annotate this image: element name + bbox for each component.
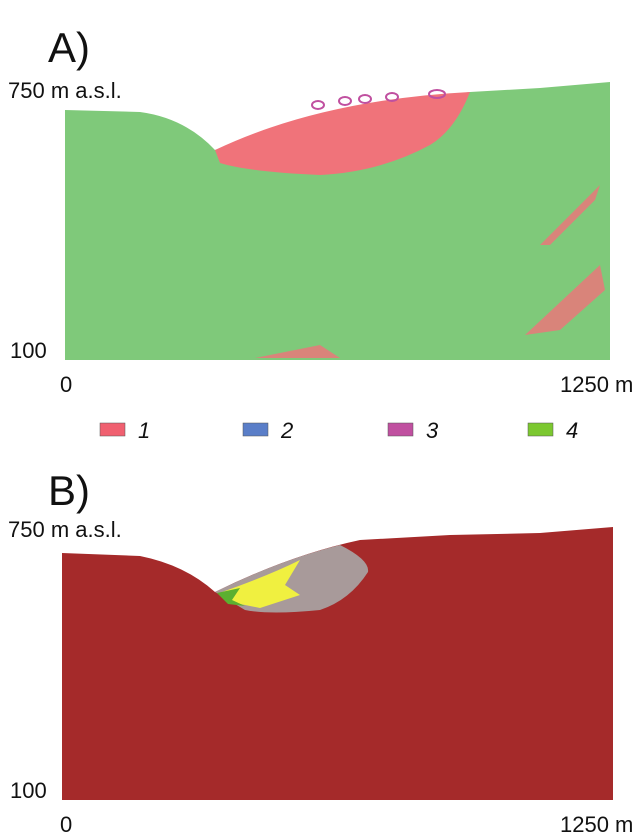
legend-label: 1 [138, 418, 150, 443]
slope-profile [62, 527, 613, 800]
y-bottom-label: 100 [10, 778, 47, 803]
panel-label: A) [48, 24, 90, 71]
y-bottom-label: 100 [10, 338, 47, 363]
legend-swatch [387, 422, 414, 437]
legend-label: 4 [566, 418, 578, 443]
legend-swatch [242, 422, 269, 437]
landslide-body [215, 92, 470, 175]
legend: 1 2 3 4 [99, 418, 578, 443]
legend-label: 3 [426, 418, 439, 443]
legend-swatch [527, 422, 554, 437]
legend-swatch [99, 422, 126, 437]
legend-label: 2 [280, 418, 293, 443]
slope-profile [65, 82, 610, 360]
y-top-label: 750 m a.s.l. [8, 78, 122, 103]
landslide-yellow [222, 560, 300, 608]
landslide-green [217, 588, 245, 606]
x-left-label: 0 [60, 372, 72, 397]
markers [311, 89, 446, 110]
panel-label: B) [48, 467, 90, 514]
y-top-label: 750 m a.s.l. [8, 517, 122, 542]
x-right-label: 1250 m [560, 372, 633, 397]
x-left-label: 0 [60, 812, 72, 837]
x-right-label: 1250 m [560, 812, 633, 837]
